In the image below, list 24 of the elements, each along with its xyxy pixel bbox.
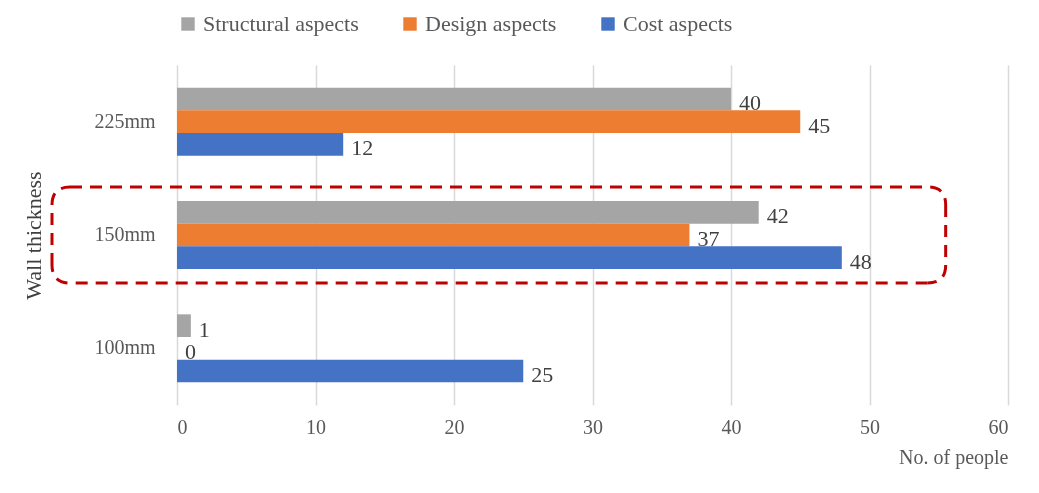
data-label: 25 — [531, 362, 554, 387]
x-tick-label: 60 — [988, 415, 1009, 438]
data-label: 48 — [849, 248, 872, 274]
x-tick-label: 20 — [444, 415, 465, 438]
x-tick-label: 10 — [306, 415, 326, 438]
x-tick-label: 40 — [721, 415, 742, 438]
data-label: 40 — [739, 90, 761, 115]
y-tick-label: 150mm — [94, 223, 156, 245]
data-label: 12 — [351, 135, 374, 161]
data-label: 45 — [808, 112, 831, 138]
x-tick-label: 50 — [860, 415, 880, 438]
data-label: 42 — [766, 203, 789, 229]
legend-label: Design aspects — [425, 11, 557, 36]
y-tick-label: 100mm — [94, 336, 156, 359]
x-tick-label: 0 — [177, 415, 188, 438]
y-tick-label: 225mm — [94, 109, 156, 132]
data-label: 37 — [697, 226, 720, 251]
data-label: 1 — [198, 316, 210, 342]
data-label: 0 — [185, 339, 196, 365]
x-axis-title: No. of people — [899, 445, 1009, 469]
y-axis-title: Wall thickness — [21, 171, 47, 300]
legend-label: Structural aspects — [203, 11, 359, 36]
x-tick-label: 30 — [583, 415, 603, 438]
legend-label: Cost aspects — [623, 11, 733, 36]
